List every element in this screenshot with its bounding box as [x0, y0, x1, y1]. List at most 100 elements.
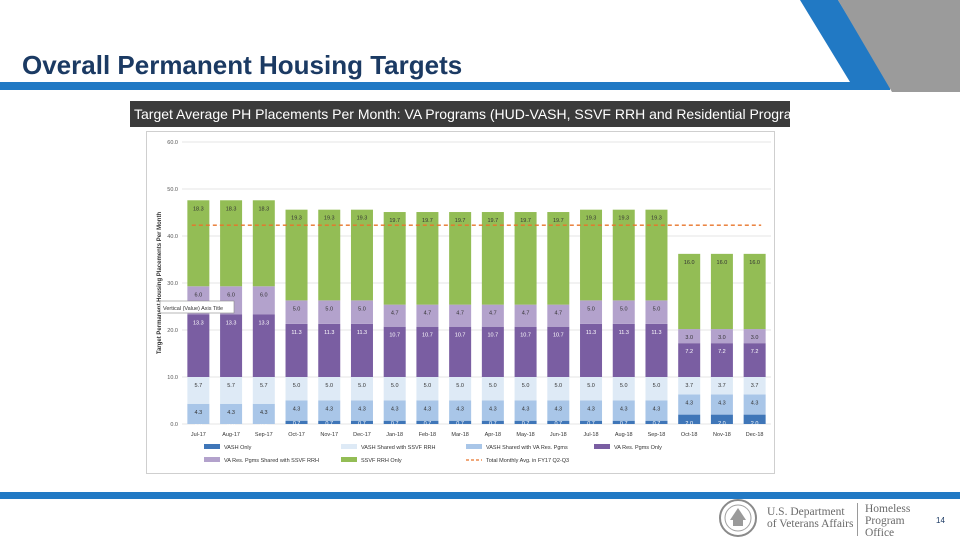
bar-segment	[580, 377, 603, 401]
data-label: 16.0	[749, 260, 760, 266]
data-label: 19.3	[357, 216, 368, 222]
va-seal-icon	[719, 499, 757, 537]
data-label: 16.0	[684, 260, 695, 266]
data-label: 5.0	[325, 383, 333, 389]
bar-segment	[481, 212, 504, 305]
x-tick-label: Jun-18	[550, 432, 567, 438]
legend-label: VASH Shared with VA Res. Pgms	[486, 445, 568, 451]
bar-segment	[743, 329, 766, 344]
y-tick-label: 10.0	[167, 375, 178, 381]
footer-rule	[0, 492, 960, 499]
data-label: 18.3	[226, 206, 237, 212]
bar-segment	[285, 323, 308, 377]
bar-segment	[220, 377, 243, 404]
va-department-name: U.S. Department of Veterans Affairs	[767, 506, 853, 530]
chart-title: Target Average PH Placements Per Month: …	[130, 101, 790, 127]
bar-segment	[383, 304, 406, 327]
data-label: 5.0	[293, 383, 301, 389]
data-label: 5.0	[325, 306, 333, 312]
bar-segment	[580, 400, 603, 421]
bar-segment	[547, 212, 570, 305]
data-label: 4.3	[653, 407, 661, 413]
data-label: 6.0	[260, 292, 268, 298]
legend-label: VA Res. Pgms Only	[614, 445, 662, 451]
data-label: 6.0	[195, 292, 203, 298]
bar-segment	[580, 420, 603, 424]
data-label: 5.0	[293, 306, 301, 312]
bar-segment	[547, 304, 570, 327]
bar-segment	[350, 209, 373, 301]
bar-segment	[220, 200, 243, 287]
data-label: 4.3	[620, 407, 628, 413]
bar-segment	[612, 209, 635, 301]
data-label: 10.7	[520, 333, 531, 339]
bar-segment	[252, 286, 275, 315]
data-label: 19.3	[618, 216, 629, 222]
x-tick-label: Jul-18	[584, 432, 599, 438]
data-label: 5.0	[358, 306, 366, 312]
data-label: 18.3	[193, 206, 204, 212]
x-tick-label: Apr-18	[485, 432, 502, 438]
bar-segment	[481, 326, 504, 377]
bar-segment	[580, 323, 603, 377]
data-label: 5.7	[227, 383, 235, 389]
x-tick-label: Sep-17	[255, 432, 273, 438]
data-label: 19.7	[553, 218, 564, 224]
data-label: 4.7	[522, 311, 530, 317]
bar-segment	[252, 200, 275, 287]
bar-segment	[350, 300, 373, 324]
bar-segment	[678, 377, 701, 395]
data-label: 4.3	[685, 400, 693, 406]
data-label: 4.7	[424, 311, 432, 317]
data-label: 4.3	[391, 407, 399, 413]
x-tick-label: Aug-17	[222, 432, 240, 438]
bar-segment	[252, 377, 275, 404]
bar-segment	[383, 377, 406, 401]
bar-segment	[645, 300, 668, 324]
bar-segment	[383, 212, 406, 305]
bar-segment	[187, 200, 210, 287]
bar-segment	[449, 420, 472, 424]
bar-segment	[416, 400, 439, 421]
title-rule	[0, 82, 890, 90]
data-label: 13.3	[226, 320, 237, 326]
y-tick-label: 20.0	[167, 328, 178, 334]
bar-segment	[220, 403, 243, 424]
bar-segment	[416, 326, 439, 377]
data-label: 0.7	[587, 421, 595, 427]
bar-segment	[547, 400, 570, 421]
bar-segment	[710, 329, 733, 344]
data-label: 5.7	[195, 383, 203, 389]
data-label: 11.3	[586, 330, 596, 336]
y-tick-label: 0.0	[170, 422, 178, 428]
bar-segment	[645, 323, 668, 377]
bar-segment	[285, 400, 308, 421]
data-label: 19.7	[520, 218, 531, 224]
legend-swatch	[341, 444, 357, 449]
data-label: 11.3	[651, 330, 661, 336]
bar-segment	[645, 377, 668, 401]
bar-segment	[612, 300, 635, 324]
data-label: 4.3	[522, 407, 530, 413]
hpo-name: Homeless Program Office	[865, 503, 910, 539]
bar-segment	[481, 400, 504, 421]
data-label: 7.2	[751, 349, 759, 355]
hpo-line-3: Office	[865, 527, 895, 539]
bar-segment	[318, 420, 341, 424]
data-label: 5.0	[587, 383, 595, 389]
data-label: 4.7	[489, 311, 497, 317]
data-label: 5.7	[260, 383, 268, 389]
x-tick-label: May-18	[516, 432, 534, 438]
bar-segment	[416, 304, 439, 327]
bar-segment	[318, 300, 341, 324]
data-label: 19.3	[651, 216, 662, 222]
axis-tooltip-text: Vertical (Value) Axis Title	[163, 306, 223, 312]
data-label: 4.3	[358, 407, 366, 413]
data-label: 4.3	[260, 410, 268, 416]
bar-segment	[350, 323, 373, 377]
bar-segment	[678, 343, 701, 377]
bar-segment	[318, 323, 341, 377]
data-label: 6.0	[227, 292, 235, 298]
corner-decoration	[800, 0, 960, 92]
bar-segment	[514, 420, 537, 424]
